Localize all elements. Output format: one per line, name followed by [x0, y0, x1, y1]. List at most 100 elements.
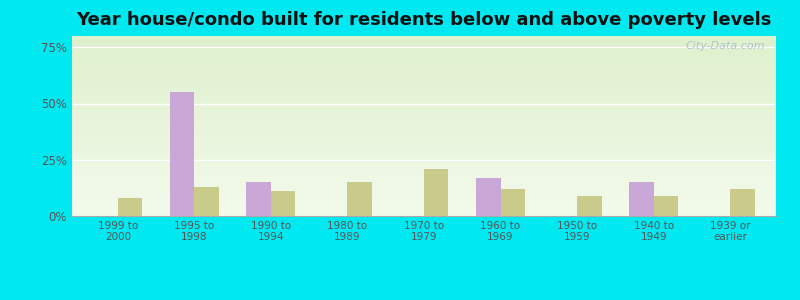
Bar	[72, 186, 776, 187]
Bar	[72, 155, 776, 156]
Bar	[118, 198, 142, 216]
Bar	[72, 137, 776, 138]
Bar	[72, 45, 776, 46]
Bar	[72, 197, 776, 198]
Bar	[476, 178, 501, 216]
Bar	[72, 167, 776, 168]
Bar	[72, 117, 776, 118]
Bar	[72, 57, 776, 58]
Bar	[72, 48, 776, 49]
Bar	[170, 92, 194, 216]
Bar	[72, 205, 776, 206]
Bar	[72, 108, 776, 109]
Bar	[72, 101, 776, 102]
Bar	[72, 140, 776, 141]
Text: City-Data.com: City-Data.com	[686, 41, 766, 51]
Bar	[72, 71, 776, 72]
Bar	[72, 44, 776, 45]
Bar	[72, 151, 776, 152]
Bar	[72, 118, 776, 119]
Bar	[72, 208, 776, 209]
Bar	[72, 66, 776, 67]
Bar	[72, 83, 776, 84]
Bar	[72, 112, 776, 113]
Bar	[72, 102, 776, 103]
Bar	[72, 177, 776, 178]
Bar	[72, 69, 776, 70]
Bar	[501, 189, 525, 216]
Bar	[72, 154, 776, 155]
Bar	[72, 72, 776, 73]
Bar	[72, 89, 776, 90]
Bar	[72, 103, 776, 104]
Bar	[72, 170, 776, 171]
Bar	[72, 94, 776, 95]
Bar	[72, 132, 776, 133]
Bar	[72, 121, 776, 122]
Bar	[72, 142, 776, 143]
Bar	[72, 183, 776, 184]
Bar	[72, 114, 776, 115]
Bar	[72, 169, 776, 170]
Bar	[72, 47, 776, 48]
Bar	[72, 124, 776, 125]
Bar	[72, 184, 776, 185]
Bar	[72, 68, 776, 69]
Bar	[72, 76, 776, 77]
Bar	[72, 109, 776, 110]
Bar	[72, 149, 776, 150]
Bar	[72, 37, 776, 38]
Bar	[72, 81, 776, 82]
Bar	[730, 189, 754, 216]
Bar	[72, 175, 776, 176]
Bar	[72, 201, 776, 202]
Bar	[72, 168, 776, 169]
Title: Year house/condo built for residents below and above poverty levels: Year house/condo built for residents bel…	[76, 11, 772, 29]
Bar	[72, 174, 776, 175]
Bar	[72, 43, 776, 44]
Bar	[72, 199, 776, 200]
Bar	[72, 40, 776, 41]
Bar	[72, 100, 776, 101]
Bar	[72, 122, 776, 123]
Bar	[72, 42, 776, 43]
Bar	[72, 189, 776, 190]
Bar	[72, 98, 776, 99]
Bar	[72, 56, 776, 57]
Bar	[72, 127, 776, 128]
Bar	[72, 90, 776, 91]
Bar	[72, 67, 776, 68]
Bar	[72, 146, 776, 147]
Bar	[72, 85, 776, 86]
Bar	[72, 191, 776, 192]
Bar	[72, 163, 776, 164]
Bar	[72, 148, 776, 149]
Bar	[72, 55, 776, 56]
Bar	[72, 52, 776, 53]
Bar	[72, 123, 776, 124]
Bar	[72, 198, 776, 199]
Bar	[72, 204, 776, 205]
Bar	[72, 86, 776, 87]
Bar	[72, 130, 776, 131]
Bar	[72, 51, 776, 52]
Bar	[72, 179, 776, 180]
Bar	[72, 164, 776, 165]
Bar	[72, 133, 776, 134]
Bar	[72, 144, 776, 145]
Bar	[72, 70, 776, 71]
Bar	[72, 120, 776, 121]
Bar	[72, 138, 776, 139]
Bar	[72, 165, 776, 166]
Bar	[72, 193, 776, 194]
Bar	[72, 190, 776, 191]
Bar	[72, 210, 776, 211]
Bar	[72, 38, 776, 39]
Bar	[72, 115, 776, 116]
Bar	[72, 203, 776, 204]
Bar	[72, 185, 776, 186]
Bar	[72, 61, 776, 62]
Bar	[72, 180, 776, 181]
Bar	[72, 156, 776, 157]
Bar	[72, 91, 776, 92]
